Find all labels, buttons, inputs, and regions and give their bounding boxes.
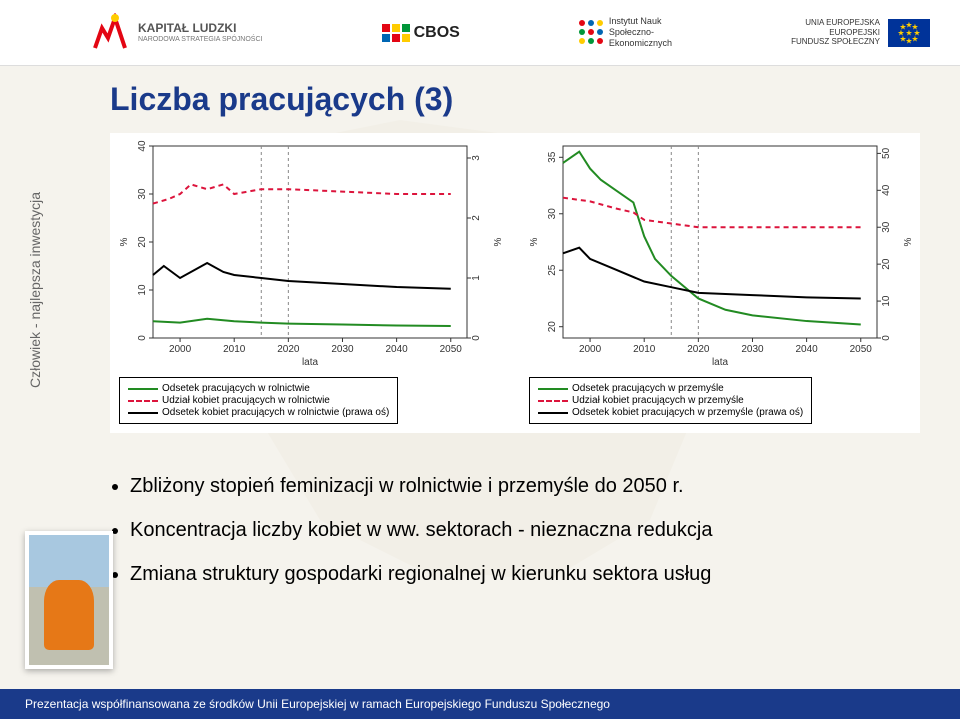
svg-text:2040: 2040 [795,344,818,355]
svg-text:%: % [119,237,130,246]
inse-line2: Społeczno- [609,27,672,38]
svg-text:2020: 2020 [277,344,300,355]
kapital-subtitle: NARODOWA STRATEGIA SPÓJNOŚCI [138,36,262,43]
svg-text:%: % [903,237,914,246]
svg-text:2050: 2050 [440,344,463,355]
svg-text:2030: 2030 [331,344,354,355]
eu-line1: UNIA EUROPEJSKA [791,18,880,28]
svg-text:20: 20 [547,321,558,333]
svg-text:2000: 2000 [579,344,602,355]
header-bar: KAPITAŁ LUDZKI NARODOWA STRATEGIA SPÓJNO… [0,0,960,66]
eu-line2: EUROPEJSKI [791,28,880,38]
bullet-2: Koncentracja liczby kobiet w ww. sektora… [130,517,880,543]
svg-text:30: 30 [547,208,558,220]
inse-logo: Instytut Nauk Społeczno- Ekonomicznych [579,16,672,48]
footer-text: Prezentacja współfinansowana ze środków … [25,697,610,711]
svg-text:2040: 2040 [385,344,408,355]
svg-text:25: 25 [547,264,558,276]
svg-text:35: 35 [547,151,558,163]
svg-text:50: 50 [881,147,892,159]
svg-text:2020: 2020 [687,344,710,355]
kapital-ludzki-logo: KAPITAŁ LUDZKI NARODOWA STRATEGIA SPÓJNO… [90,13,262,53]
cbos-logo: CBOS [382,24,460,42]
svg-text:20: 20 [881,258,892,270]
svg-text:2030: 2030 [741,344,764,355]
svg-text:3: 3 [471,155,482,161]
footer-bar: Prezentacja współfinansowana ze środków … [0,689,960,719]
svg-text:1: 1 [471,275,482,281]
svg-text:0: 0 [471,335,482,341]
inse-line1: Instytut Nauk [609,16,672,27]
sidebar-photo [25,531,113,669]
bullet-1: Zbliżony stopień feminizacji w rolnictwi… [130,473,880,499]
svg-text:0: 0 [137,335,148,341]
charts-container: 200020102020203020402050lata010203040%01… [110,133,920,433]
svg-text:0: 0 [881,335,892,341]
legend-agriculture: Odsetek pracujących w rolnictwieUdział k… [119,377,398,424]
svg-text:40: 40 [137,140,148,152]
svg-text:20: 20 [137,236,148,248]
svg-text:2010: 2010 [223,344,246,355]
svg-text:2010: 2010 [633,344,656,355]
eu-line3: FUNDUSZ SPOŁECZNY [791,37,880,47]
svg-text:30: 30 [881,221,892,233]
sidebar-slogan: Człowiek - najlepsza inwestycja [27,192,43,388]
svg-text:10: 10 [137,284,148,296]
svg-text:2050: 2050 [850,344,873,355]
bullet-3: Zmiana struktury gospodarki regionalnej … [130,561,880,587]
legend-industry: Odsetek pracujących w przemyśleUdział ko… [529,377,812,424]
svg-text:30: 30 [137,188,148,200]
svg-text:lata: lata [302,357,319,368]
svg-text:lata: lata [712,357,729,368]
kapital-title: KAPITAŁ LUDZKI [138,22,262,35]
svg-text:2: 2 [471,215,482,221]
eu-logo: UNIA EUROPEJSKA EUROPEJSKI FUNDUSZ SPOŁE… [791,18,930,47]
chart-industry: 200020102020203020402050lata20253035%010… [520,133,920,433]
svg-text:%: % [529,237,540,246]
svg-text:40: 40 [881,184,892,196]
inse-line3: Ekonomicznych [609,38,672,49]
page-title: Liczba pracujących (3) [110,81,920,118]
eu-flag-icon [888,19,930,47]
svg-text:10: 10 [881,295,892,307]
chart-agriculture: 200020102020203020402050lata010203040%01… [110,133,510,433]
svg-text:%: % [493,237,504,246]
svg-text:2000: 2000 [169,344,192,355]
bullet-list: Zbliżony stopień feminizacji w rolnictwi… [110,453,920,587]
cbos-text: CBOS [414,24,460,42]
